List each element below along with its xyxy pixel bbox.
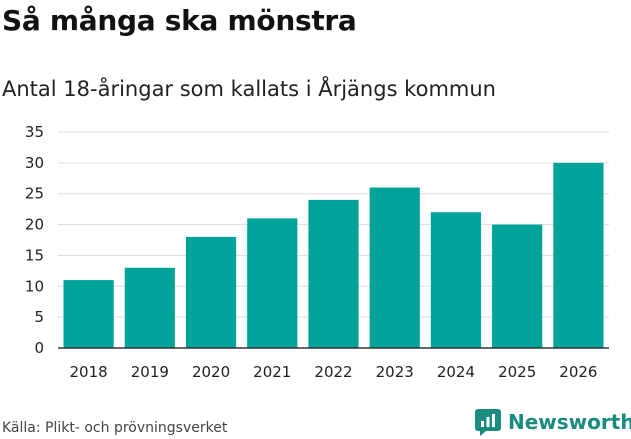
x-tick-label: 2019 [131, 363, 169, 381]
newsworthy-logo: Newsworthy [474, 408, 631, 436]
bar [492, 224, 543, 348]
bar [63, 280, 114, 348]
bar [124, 267, 175, 348]
y-tick-label: 10 [25, 277, 44, 295]
chart-subtitle: Antal 18-åringar som kallats i Årjängs k… [2, 77, 496, 101]
y-tick-label: 15 [25, 246, 44, 264]
x-tick-label: 2023 [376, 363, 414, 381]
x-tick-label: 2018 [70, 363, 108, 381]
y-tick-label: 5 [34, 308, 44, 326]
bar [553, 162, 604, 348]
x-tick-label: 2020 [192, 363, 230, 381]
y-tick-label: 25 [25, 185, 44, 203]
bar [369, 187, 420, 348]
chart-title: Så många ska mönstra [2, 4, 357, 37]
x-tick-label: 2026 [559, 363, 597, 381]
x-tick-label: 2021 [253, 363, 291, 381]
y-tick-label: 30 [25, 154, 44, 172]
x-tick-label: 2022 [314, 363, 352, 381]
source-note: Källa: Plikt- och prövningsverket [2, 420, 228, 436]
newsworthy-logo-icon [475, 409, 501, 436]
x-tick-label: 2024 [437, 363, 475, 381]
bar [185, 236, 237, 348]
brand-name: Newsworthy [508, 410, 631, 434]
y-tick-label: 0 [34, 339, 44, 357]
bar [430, 212, 482, 348]
y-tick-label: 35 [25, 123, 44, 141]
x-tick-label: 2025 [498, 363, 536, 381]
bar [308, 199, 359, 348]
bar [247, 218, 298, 348]
bars [63, 162, 604, 348]
y-tick-label: 20 [25, 216, 44, 234]
